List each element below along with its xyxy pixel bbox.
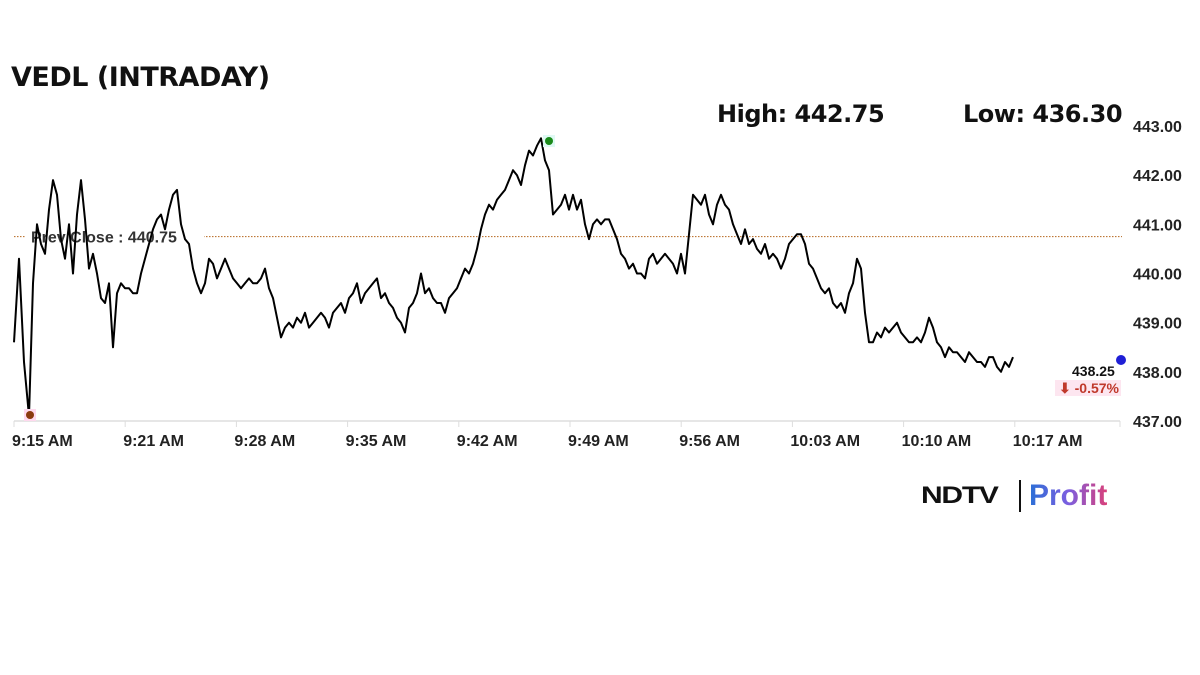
x-tick-label: 10:10 AM	[902, 433, 972, 450]
y-tick-label: 439.00	[1133, 316, 1182, 333]
y-tick-label: 441.00	[1133, 217, 1182, 234]
x-axis: 9:15 AM 9:21 AM 9:28 AM 9:35 AM 9:42 AM 9:49 …	[12, 421, 1121, 450]
x-tick-label: 10:17 AM	[1013, 433, 1083, 450]
y-tick-label: 440.00	[1133, 267, 1182, 284]
x-tick-label: 9:28 AM	[234, 433, 295, 450]
x-tick-label: 9:35 AM	[346, 433, 407, 450]
change-badge-bg	[1055, 380, 1121, 396]
logo-product: Profit	[1029, 479, 1108, 512]
high-marker	[545, 137, 553, 145]
chart-title: VEDL (INTRADAY)	[11, 62, 270, 93]
y-axis: 443.00 442.00 441.00 440.00 439.00 438.00 437.…	[1133, 119, 1182, 431]
low-marker	[26, 411, 34, 419]
y-tick-label: 438.00	[1133, 365, 1182, 382]
logo-brand: NDTV	[921, 482, 999, 509]
price-line	[13, 137, 1014, 418]
x-tick-label: 9:42 AM	[457, 433, 518, 450]
ndtv-profit-logo: NDTV Profit	[921, 476, 1107, 516]
logo-divider	[1019, 480, 1021, 512]
y-tick-label: 437.00	[1133, 414, 1182, 431]
y-tick-label: 443.00	[1133, 119, 1182, 136]
prev-close-label: Prev Close : 440.75	[31, 230, 177, 247]
y-tick-label: 442.00	[1133, 168, 1182, 185]
x-tick-label: 9:15 AM	[12, 433, 73, 450]
x-tick-label: 10:03 AM	[790, 433, 860, 450]
last-price-label: 438.25	[1072, 363, 1115, 379]
x-tick-label: 9:56 AM	[679, 433, 740, 450]
change-percent: ⬇ -0.57%	[1059, 380, 1120, 396]
x-tick-label: 9:49 AM	[568, 433, 629, 450]
last-price-marker	[1116, 355, 1126, 365]
low-value: Low: 436.30	[963, 100, 1123, 128]
x-tick-label: 9:21 AM	[123, 433, 184, 450]
high-value: High: 442.75	[717, 100, 885, 128]
